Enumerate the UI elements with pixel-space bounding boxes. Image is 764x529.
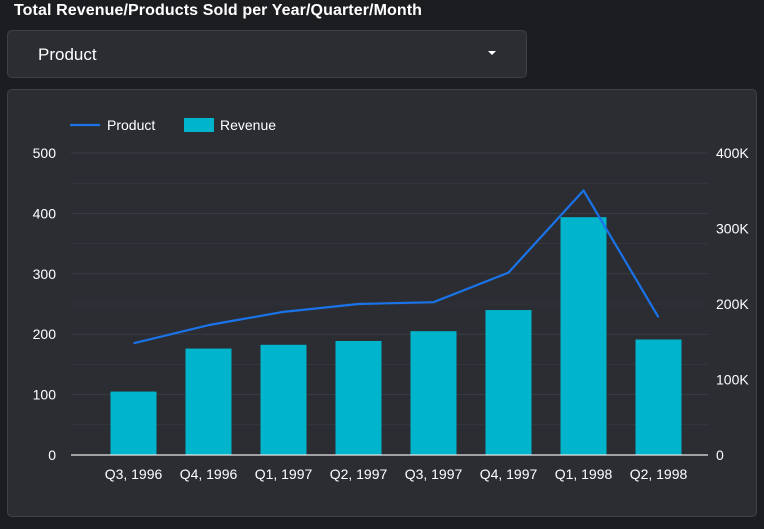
left-axis-tick-label: 200 [33, 326, 57, 342]
x-axis-tick-label: Q1, 1997 [255, 466, 313, 482]
x-axis-tick-label: Q3, 1996 [105, 466, 163, 482]
x-axis-tick-label: Q3, 1997 [405, 466, 463, 482]
revenue-bar[interactable] [485, 310, 532, 455]
legend-label: Product [107, 117, 155, 133]
revenue-bar[interactable] [110, 391, 157, 455]
legend-revenue-swatch [184, 118, 214, 132]
legend-label: Revenue [220, 117, 276, 133]
revenue-bar[interactable] [335, 340, 382, 455]
x-axis-tick-label: Q2, 1998 [630, 466, 688, 482]
x-axis-tick-label: Q2, 1997 [330, 466, 388, 482]
x-axis-tick-label: Q1, 1998 [555, 466, 613, 482]
left-axis-tick-label: 400 [33, 205, 57, 221]
product-line[interactable] [133, 189, 660, 345]
product-dropdown[interactable]: Product [7, 30, 527, 78]
right-axis-tick-label: 300K [716, 221, 749, 237]
page-title: Total Revenue/Products Sold per Year/Qua… [14, 2, 423, 19]
revenue-bar[interactable] [560, 217, 607, 455]
left-axis-tick-label: 0 [48, 447, 56, 463]
caret-down-icon [488, 51, 496, 55]
right-axis-tick-label: 0 [716, 447, 724, 463]
legend: Product Revenue [70, 117, 276, 133]
left-axis-tick-label: 100 [33, 387, 57, 403]
x-axis-tick-label: Q4, 1997 [480, 466, 538, 482]
left-axis-tick-label: 500 [33, 145, 57, 161]
chart-panel: 0 100 200 300 400 500 0 100K 200K 300K 400K Q3, 199… [7, 89, 757, 517]
right-axis-tick-label: 400K [716, 145, 749, 161]
x-axis-tick-label: Q4, 1996 [180, 466, 238, 482]
revenue-bar[interactable] [260, 344, 307, 455]
revenue-bar[interactable] [410, 331, 457, 455]
right-axis-tick-label: 200K [716, 296, 749, 312]
bars [110, 217, 682, 455]
right-axis-tick-label: 100K [716, 372, 749, 388]
revenue-bar[interactable] [635, 339, 682, 455]
revenue-products-chart: 0 100 200 300 400 500 0 100K 200K 300K 400K Q3, 199… [33, 117, 750, 482]
product-line-layer [133, 189, 660, 345]
dropdown-selected-label: Product [38, 45, 97, 64]
left-axis-tick-label: 300 [33, 266, 57, 282]
revenue-bar[interactable] [185, 348, 232, 455]
axes: 0 100 200 300 400 500 0 100K 200K 300K 400K Q3, 199… [33, 145, 750, 482]
